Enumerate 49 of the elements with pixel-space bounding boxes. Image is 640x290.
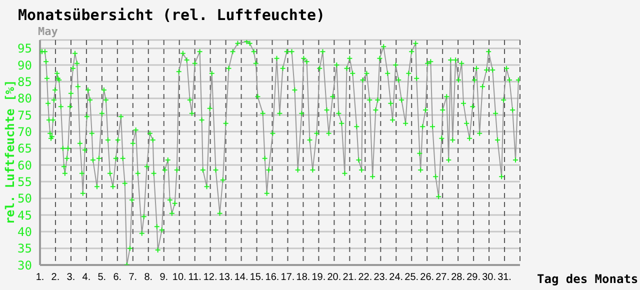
x-tick-label: 9. — [160, 272, 168, 284]
x-tick-label: 26. — [420, 272, 434, 284]
y-tick-label: 75 — [18, 108, 32, 122]
y-tick-label: 70 — [18, 124, 32, 139]
x-tick-label: 7. — [128, 272, 138, 284]
x-tick-label: 29. — [466, 272, 480, 284]
x-tick-label: 31. — [498, 272, 512, 284]
y-axis-title: rel. Luftfeuchte [%] — [3, 80, 17, 224]
x-tick-label: 8. — [144, 272, 153, 284]
x-tick-label: 25. — [404, 272, 419, 284]
y-tick-label: 40 — [18, 224, 32, 239]
y-tick-label: 95 — [18, 42, 32, 56]
x-axis-title: Tag des Monats — [537, 272, 638, 286]
y-tick-label: 55 — [18, 174, 32, 189]
y-tick-label: 90 — [18, 58, 32, 72]
x-tick-label: 10. — [172, 272, 186, 284]
x-tick-label: 23. — [374, 272, 388, 284]
x-tick-label: 28. — [451, 272, 466, 284]
y-tick-label: 50 — [18, 192, 32, 206]
y-tick-label: 60 — [18, 158, 32, 172]
chart-title: Monatsübersicht (rel. Luftfeuchte) — [18, 6, 326, 24]
x-tick-label: 17. — [280, 272, 295, 284]
x-tick-label: 11. — [188, 272, 202, 284]
x-tick-label: 2. — [51, 272, 60, 284]
y-tick-label: 35 — [18, 242, 32, 256]
y-tick-label: 85 — [18, 74, 32, 89]
x-tick-label: 16. — [265, 272, 280, 284]
x-tick-label: 27. — [436, 272, 450, 284]
y-tick-label: 30 — [18, 258, 32, 272]
x-tick-label: 18. — [296, 272, 310, 284]
x-tick-label: 13. — [218, 272, 233, 284]
x-tick-label: 6. — [113, 272, 122, 284]
x-tick-label: 15. — [250, 272, 264, 284]
x-tick-label: 24. — [389, 272, 404, 284]
x-tick-label: 12. — [203, 272, 218, 284]
x-tick-label: 14. — [234, 272, 248, 284]
x-tick-label: 30. — [482, 272, 496, 284]
y-tick-label: 65 — [18, 142, 32, 156]
x-tick-label: 22. — [358, 272, 372, 284]
x-tick-label: 5. — [98, 272, 106, 284]
y-tick-label: 80 — [18, 92, 32, 106]
x-tick-label: 1. — [36, 272, 44, 284]
x-tick-label: 3. — [66, 272, 76, 284]
x-tick-label: 21. — [342, 272, 357, 284]
x-tick-label: 20. — [327, 272, 342, 284]
y-tick-label: 45 — [18, 208, 32, 222]
text: May — [38, 25, 58, 38]
x-tick-label: 19. — [312, 272, 326, 284]
x-tick-label: 4. — [82, 272, 91, 284]
